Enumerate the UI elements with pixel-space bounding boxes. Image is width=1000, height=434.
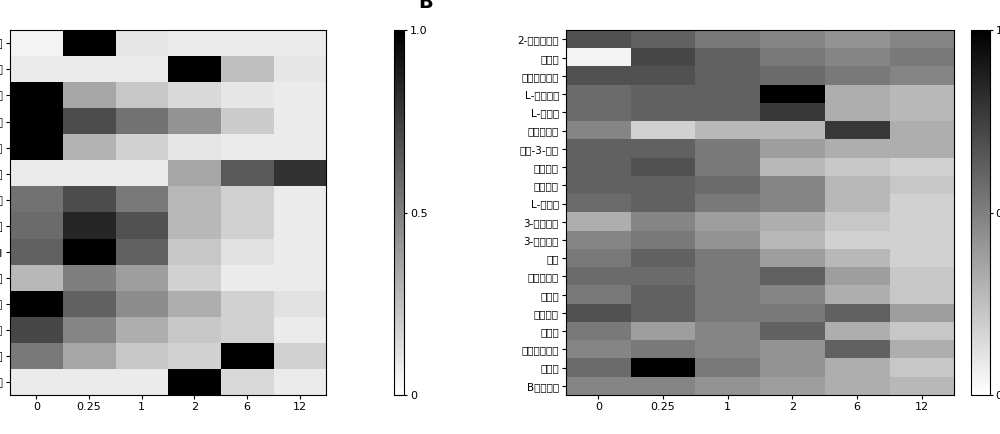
Text: B: B	[418, 0, 433, 12]
